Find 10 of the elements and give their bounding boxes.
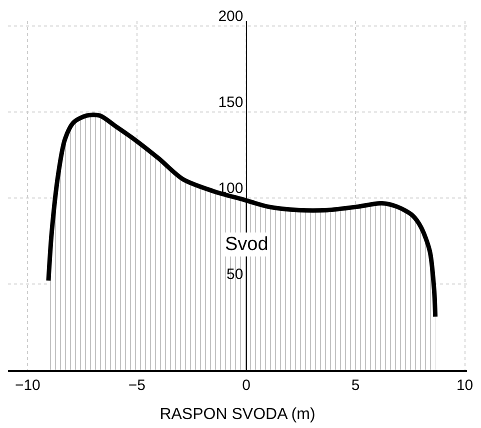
x-tick-label: −5	[128, 376, 146, 394]
x-tick-label: 0	[242, 376, 250, 394]
x-axis-title: RASPON SVODA (m)	[160, 406, 316, 423]
x-tick-label: −10	[14, 376, 40, 394]
x-tick-label: 5	[351, 376, 360, 394]
y-tick-label: 50	[226, 266, 244, 283]
y-tick-label: 200	[218, 8, 244, 25]
y-tick-label: 150	[218, 94, 244, 111]
x-tick-label: 10	[456, 376, 474, 394]
annotation: Svod	[225, 234, 268, 255]
